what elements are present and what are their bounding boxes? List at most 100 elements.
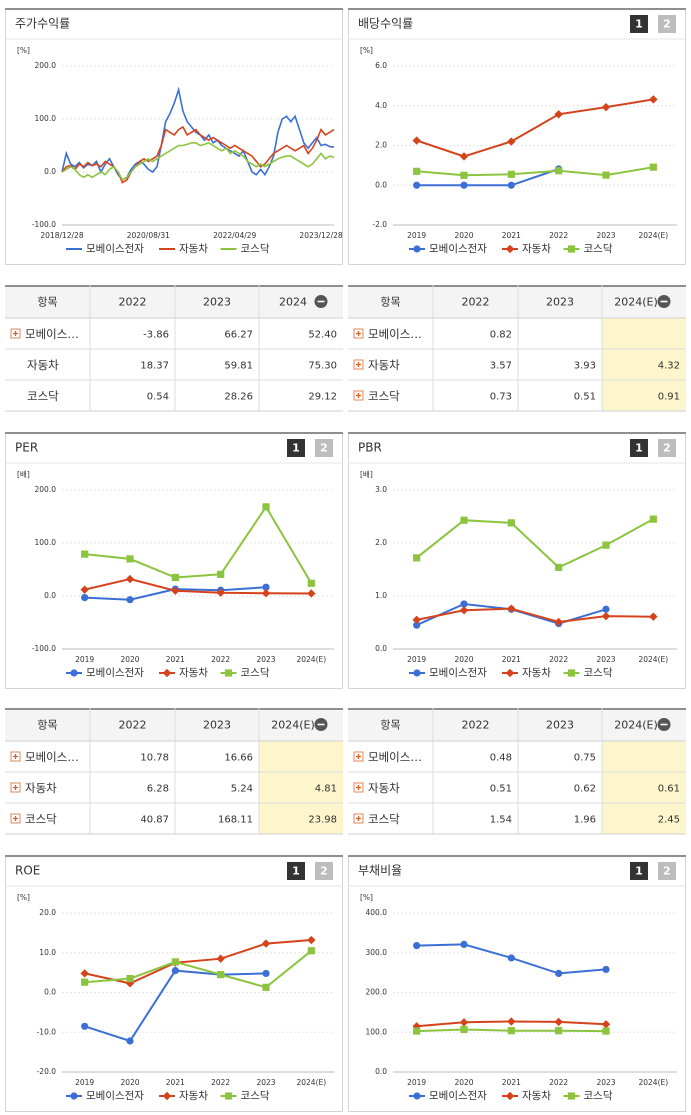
y-tick-label: 0.0 xyxy=(375,1067,387,1076)
page-button[interactable] xyxy=(630,862,648,880)
x-tick-label: 2024(E) xyxy=(296,655,326,664)
data-point xyxy=(216,954,225,963)
page-button-label[interactable]: 2 xyxy=(663,18,671,31)
table-cell: 1.54 xyxy=(490,815,512,826)
legend-marker xyxy=(224,669,233,677)
data-point xyxy=(602,541,610,549)
expand-icon-plus[interactable] xyxy=(13,754,18,759)
page-button[interactable] xyxy=(658,439,676,457)
data-point xyxy=(262,983,270,991)
table-header-bg xyxy=(5,708,343,741)
page-button[interactable] xyxy=(630,15,648,33)
x-tick-label: 2022 xyxy=(211,655,230,664)
page-button-label[interactable]: 1 xyxy=(635,18,643,31)
expand-icon-plus[interactable] xyxy=(356,785,361,790)
data-point xyxy=(601,611,611,621)
data-point xyxy=(555,563,563,571)
y-tick-label: 3.0 xyxy=(375,485,387,494)
expand-icon-plus[interactable] xyxy=(356,816,361,821)
unit-label: [%] xyxy=(360,893,373,902)
series-line xyxy=(416,166,654,177)
panel xyxy=(5,8,343,265)
data-point xyxy=(413,1027,421,1035)
data-point xyxy=(460,940,468,949)
y-tick-label: -20.0 xyxy=(37,1067,57,1076)
table-header: 항목 xyxy=(380,296,400,309)
data-point xyxy=(80,969,89,978)
data-point xyxy=(412,136,421,145)
page-button[interactable] xyxy=(287,862,305,880)
data-point xyxy=(413,554,421,562)
data-point xyxy=(412,1022,421,1031)
expand-icon-plus[interactable] xyxy=(13,331,18,336)
data-point xyxy=(602,605,610,613)
page-button[interactable] xyxy=(315,862,333,880)
table-cell: 28.26 xyxy=(224,392,253,403)
table-header: 2024 xyxy=(279,296,307,309)
page-button[interactable] xyxy=(287,439,305,457)
data-point xyxy=(262,503,270,511)
data-point xyxy=(602,965,610,974)
page-button-label[interactable]: 1 xyxy=(292,865,300,878)
expand-icon-plus[interactable] xyxy=(356,362,361,367)
x-tick-label: 2019 xyxy=(75,1078,94,1087)
expand-icon-plus[interactable] xyxy=(356,754,361,759)
data-point xyxy=(262,969,270,978)
series-line xyxy=(416,168,560,187)
page-button-label[interactable]: 2 xyxy=(320,442,328,455)
data-point xyxy=(460,181,468,189)
expand-icon-plus[interactable] xyxy=(356,331,361,336)
page-button[interactable] xyxy=(630,439,648,457)
data-point xyxy=(125,979,135,988)
data-point xyxy=(261,589,271,598)
row-name: 자동차 xyxy=(368,358,400,372)
y-tick-label: 100.0 xyxy=(35,538,57,547)
legend-marker xyxy=(70,1092,78,1100)
data-point xyxy=(649,612,658,621)
table-cell: 0.54 xyxy=(147,392,169,403)
x-tick-label: 2019 xyxy=(407,1078,426,1087)
page-button-label[interactable]: 2 xyxy=(663,865,671,878)
table-cell: 40.87 xyxy=(140,815,169,826)
panel-title: 배당수익률 xyxy=(358,17,413,31)
expand-icon-plus[interactable] xyxy=(13,816,18,821)
page-button[interactable] xyxy=(315,439,333,457)
page-button-label[interactable]: 1 xyxy=(635,865,643,878)
table-cell: 0.51 xyxy=(574,392,596,403)
x-tick-label: 2020 xyxy=(454,655,473,664)
legend-label: 코스닥 xyxy=(584,243,613,255)
x-tick-label: 2019 xyxy=(407,231,426,240)
page-button-label[interactable]: 1 xyxy=(635,442,643,455)
row-name: 코스닥 xyxy=(25,812,57,826)
legend-label: 모베이스전자 xyxy=(86,667,144,679)
page-button-label[interactable]: 2 xyxy=(320,865,328,878)
page-button[interactable] xyxy=(658,15,676,33)
data-point xyxy=(126,974,134,983)
legend-marker xyxy=(505,668,515,678)
y-tick-label: -10.0 xyxy=(37,1027,57,1036)
expand-icon-plus[interactable] xyxy=(13,785,18,790)
x-tick-label: 2018/12/28 xyxy=(40,231,83,240)
page-button[interactable] xyxy=(658,862,676,880)
data-point xyxy=(413,941,421,950)
y-tick-label: -100.0 xyxy=(32,220,56,229)
data-point xyxy=(126,555,134,563)
data-point xyxy=(126,596,134,604)
series-line xyxy=(84,939,312,985)
page-button-label[interactable]: 1 xyxy=(292,442,300,455)
x-tick-label: 2023 xyxy=(256,655,275,664)
legend-label: 자동차 xyxy=(179,667,208,679)
table-header-bg xyxy=(5,285,343,318)
row-name: 모베이스… xyxy=(25,327,79,341)
panel xyxy=(348,432,686,689)
table-header-bg xyxy=(348,285,686,318)
table-cell: 0.73 xyxy=(490,392,512,403)
y-tick-label: 400.0 xyxy=(366,908,388,917)
y-tick-label: -2.0 xyxy=(372,220,387,229)
x-tick-label: 2019 xyxy=(407,655,426,664)
table-cell: 0.61 xyxy=(658,784,680,795)
page-button-label[interactable]: 2 xyxy=(663,442,671,455)
expand-icon-plus[interactable] xyxy=(356,393,361,398)
row-name: 코스닥 xyxy=(27,389,59,403)
row-name: 자동차 xyxy=(25,781,57,795)
